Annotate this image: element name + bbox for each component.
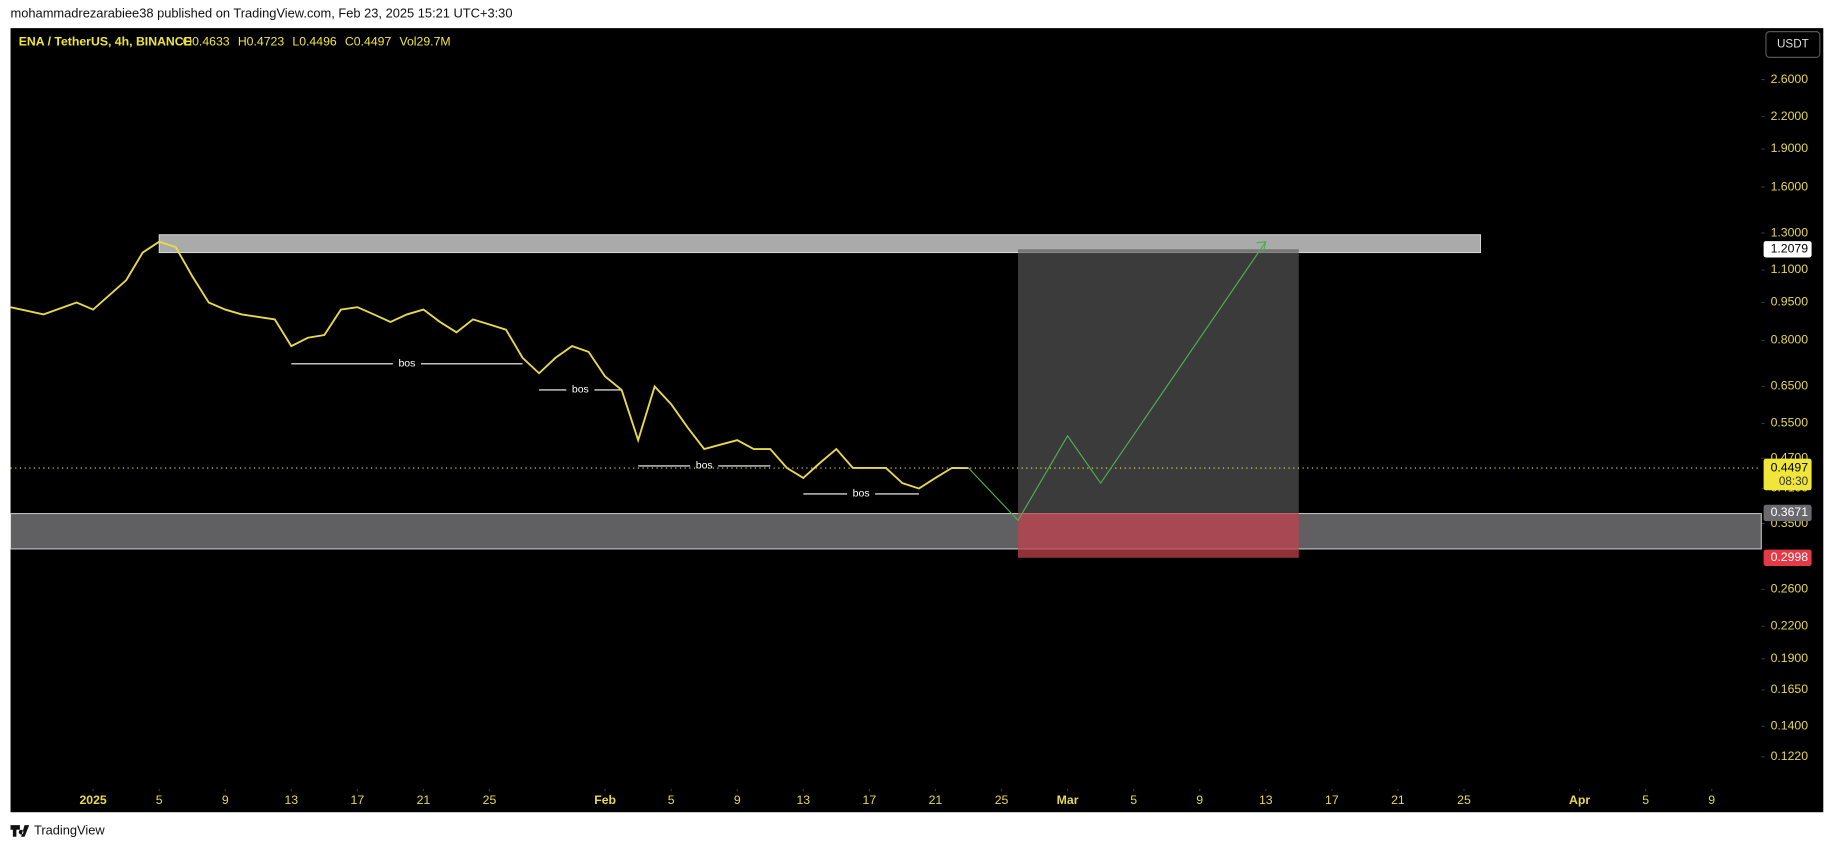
bos-label: bos xyxy=(696,460,713,472)
y-tick-label: 1.1000 xyxy=(1771,262,1809,276)
footer-logo xyxy=(10,825,30,837)
y-tick-label: 0.8000 xyxy=(1771,333,1809,347)
position-loss xyxy=(1018,512,1299,558)
footer-brand: TradingView xyxy=(34,822,105,837)
plot: 2.6000 2.2000 1.9000 1.6000 1.3000 1.1000 0.95… xyxy=(10,72,1812,807)
y-tick-label: 0.6500 xyxy=(1771,379,1809,393)
stats: O0.4633 H0.4723 L0.4496 C0.4497 Vol29.7M xyxy=(183,34,451,48)
x-tick-label: 5 xyxy=(1642,793,1649,807)
y-tick-label: 0.1650 xyxy=(1771,682,1809,696)
bos-label: bos xyxy=(398,358,415,370)
x-tick-label: 9 xyxy=(734,793,741,807)
y-tick-label: 0.1400 xyxy=(1771,719,1809,733)
last-price-tag: 0.4497 xyxy=(1771,460,1809,474)
publisher: mohammadrezarabiee38 published on Tradin… xyxy=(11,5,513,20)
y-tick-label: 0.5500 xyxy=(1771,416,1809,430)
ohlc-stat: H0.4723 xyxy=(238,34,285,48)
y-tick-label: 0.2200 xyxy=(1771,619,1809,633)
bos-label-bg xyxy=(566,382,595,396)
x-tick-label: 21 xyxy=(1391,793,1405,807)
x-tick-label: 21 xyxy=(417,793,431,807)
x-tick-label: 9 xyxy=(222,793,229,807)
y-tick-label: 2.6000 xyxy=(1771,72,1809,86)
symbol: ENA / TetherUS, 4h, BINANCE xyxy=(19,34,192,48)
entry-tag: 0.3671 xyxy=(1771,505,1809,519)
y-tick-label: 1.9000 xyxy=(1771,141,1809,155)
x-tick-label: 17 xyxy=(1325,793,1339,807)
x-tick-label: 17 xyxy=(863,793,877,807)
x-tick-label: 9 xyxy=(1708,793,1715,807)
stop-tag: 0.2998 xyxy=(1771,550,1809,564)
ohlc-stat: Vol29.7M xyxy=(399,34,450,48)
currency[interactable]: USDT xyxy=(1777,38,1809,51)
x-tick-label: 13 xyxy=(284,793,298,807)
ohlc-stat: C0.4497 xyxy=(345,34,392,48)
x-tick-label: Mar xyxy=(1057,793,1079,807)
bos-label-bg xyxy=(847,486,876,500)
x-tick-label: 13 xyxy=(1259,793,1273,807)
stop-tag-bg xyxy=(1763,549,1812,566)
x-tick-label: 25 xyxy=(483,793,497,807)
y-tick-label: 2.2000 xyxy=(1771,109,1809,123)
currency-button[interactable] xyxy=(1765,31,1821,58)
chart-bg xyxy=(10,28,1824,813)
y-tick-label: 1.6000 xyxy=(1771,179,1809,193)
x-tick-label: 9 xyxy=(1196,793,1203,807)
x-tick-label: 21 xyxy=(929,793,943,807)
zone xyxy=(158,234,1481,254)
y-tick-label: 0.1220 xyxy=(1771,749,1809,763)
x-tick-label: 25 xyxy=(1457,793,1471,807)
bos-label-bg xyxy=(392,356,421,370)
x-tick-label: 25 xyxy=(995,793,1009,807)
x-tick-label: Feb xyxy=(594,793,616,807)
x-tick-label: 5 xyxy=(156,793,163,807)
y-tick-label: 0.1900 xyxy=(1771,651,1809,665)
y-tick-label: 1.3000 xyxy=(1771,225,1809,239)
entry-tag-bg xyxy=(1763,504,1812,522)
last-price-tag-bg xyxy=(1763,458,1812,491)
ohlc-stat: L0.4496 xyxy=(292,34,337,48)
zone xyxy=(10,513,1762,550)
x-tick-label: 5 xyxy=(1130,793,1137,807)
target-tag: 1.2079 xyxy=(1771,242,1809,256)
projection xyxy=(968,241,1267,522)
projection-arrow xyxy=(1256,241,1267,252)
x-tick-label: Apr xyxy=(1569,793,1590,807)
bos-label: bos xyxy=(572,384,589,396)
ohlc-stat: O0.4633 xyxy=(183,34,230,48)
x-tick-label: 2025 xyxy=(79,793,106,807)
position-profit xyxy=(1018,249,1299,513)
bos-label: bos xyxy=(853,488,870,500)
x-tick-label: 5 xyxy=(668,793,675,807)
bos-label-bg xyxy=(690,458,719,472)
y-tick-label: 0.9500 xyxy=(1771,295,1809,309)
target-tag-bg xyxy=(1763,241,1812,258)
y-tick-label: 0.2600 xyxy=(1771,582,1809,596)
countdown: 08:30 xyxy=(1779,475,1809,488)
x-tick-label: 13 xyxy=(796,793,810,807)
x-tick-label: 17 xyxy=(351,793,365,807)
price-line xyxy=(10,240,969,490)
